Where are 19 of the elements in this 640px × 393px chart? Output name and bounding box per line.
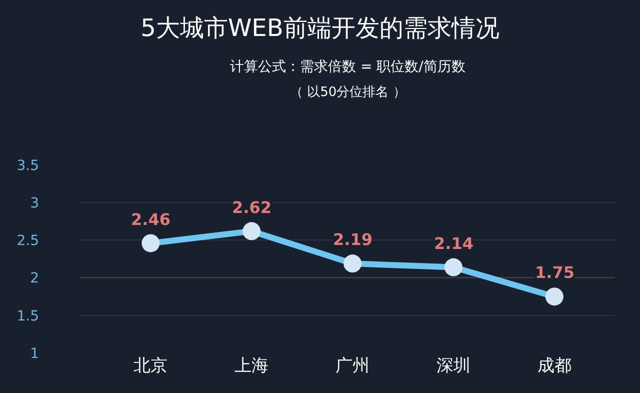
data-label: 2.46 bbox=[131, 210, 170, 229]
data-label: 2.19 bbox=[333, 230, 372, 249]
x-tick-label: 北京 bbox=[134, 356, 168, 376]
y-tick-label: 3 bbox=[30, 196, 39, 212]
y-tick-label: 1 bbox=[30, 346, 39, 362]
y-tick-label: 3.5 bbox=[16, 158, 39, 174]
data-label: 2.62 bbox=[232, 198, 272, 217]
x-tick-label: 成都 bbox=[537, 356, 572, 376]
data-label: 2.14 bbox=[434, 234, 474, 253]
y-tick-label: 2 bbox=[30, 270, 39, 287]
x-tick-label: 广州 bbox=[336, 356, 370, 376]
x-tick-label: 上海 bbox=[234, 356, 269, 376]
text: （ 以50分位排名 ） bbox=[290, 85, 406, 100]
chart-subtitle: 计算公式：需求倍数 = 职位数/简历数 bbox=[230, 59, 466, 75]
y-tick-label: 2.5 bbox=[16, 233, 39, 250]
x-tick-label: 深圳 bbox=[436, 356, 470, 376]
data-label: 1.75 bbox=[535, 263, 574, 282]
y-tick-label: 1.5 bbox=[16, 308, 39, 324]
chart-title: 5大城市WEB前端开发的需求情况 bbox=[140, 14, 500, 42]
